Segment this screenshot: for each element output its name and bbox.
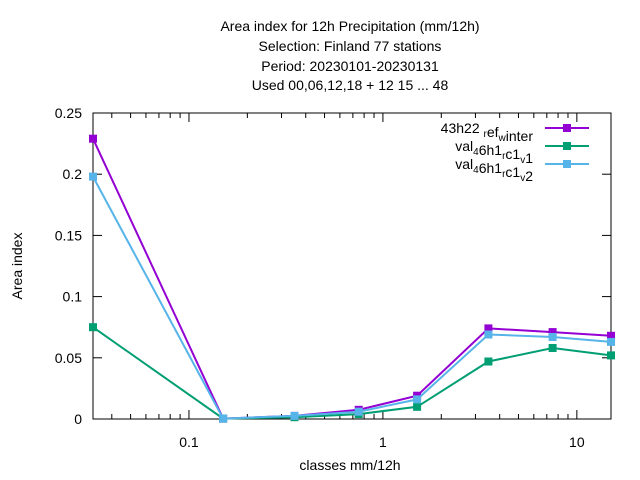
y-tick-label: 0.25 <box>55 105 82 121</box>
axis-tick-labels: 0 0.05 0.1 0.15 0.2 0.25 0.1 1 10 <box>55 105 585 450</box>
data-point <box>89 172 97 181</box>
data-point <box>413 402 422 411</box>
series-line-2 <box>92 326 612 420</box>
title-line-2: Selection: Finland 77 stations <box>259 38 442 54</box>
data-point <box>290 411 299 420</box>
legend-entry: val46h1rc1v2 <box>455 156 533 184</box>
data-point <box>89 323 97 332</box>
title-line-3: Period: 20230101-20230131 <box>261 58 439 74</box>
x-tick-label: 0.1 <box>179 434 199 450</box>
data-point <box>484 357 493 366</box>
data-point <box>548 328 557 337</box>
y-axis-label: Area index <box>9 233 25 300</box>
data-point <box>219 414 228 423</box>
y-tick-label: 0 <box>74 411 82 427</box>
data-point <box>607 351 615 360</box>
y-tick-label: 0.1 <box>63 289 83 305</box>
data-point <box>607 337 615 346</box>
legend-marker <box>563 142 571 150</box>
y-tick-label: 0.05 <box>55 350 82 366</box>
y-tick-label: 0.2 <box>63 166 83 182</box>
data-point <box>607 331 615 340</box>
series-lines <box>89 134 615 423</box>
axis-ticks <box>93 112 611 420</box>
legend-marker <box>563 160 571 168</box>
legend-marker <box>563 124 571 132</box>
data-point <box>484 330 493 339</box>
series-line-1 <box>92 138 612 420</box>
data-point <box>484 324 493 333</box>
title-line-4: Used 00,06,12,18 + 12 15 ... 48 <box>252 77 449 93</box>
x-axis-label: classes mm/12h <box>299 457 400 473</box>
data-point <box>89 134 97 143</box>
legend-entry: val46h1rc1v1 <box>455 138 533 166</box>
data-point <box>548 344 557 352</box>
plot-frame <box>92 112 612 420</box>
y-tick-label: 0.15 <box>55 227 82 243</box>
x-tick-label: 10 <box>569 434 585 450</box>
data-point <box>548 333 557 341</box>
data-point <box>354 407 363 416</box>
x-tick-label: 1 <box>379 434 387 450</box>
legend-entry: 43h22 refwinter <box>441 120 534 144</box>
series-line-3 <box>92 176 612 420</box>
chart-title: Area index for 12h Precipitation (mm/12h… <box>220 18 479 93</box>
title-line-1: Area index for 12h Precipitation (mm/12h… <box>220 18 479 34</box>
data-point <box>413 395 422 404</box>
